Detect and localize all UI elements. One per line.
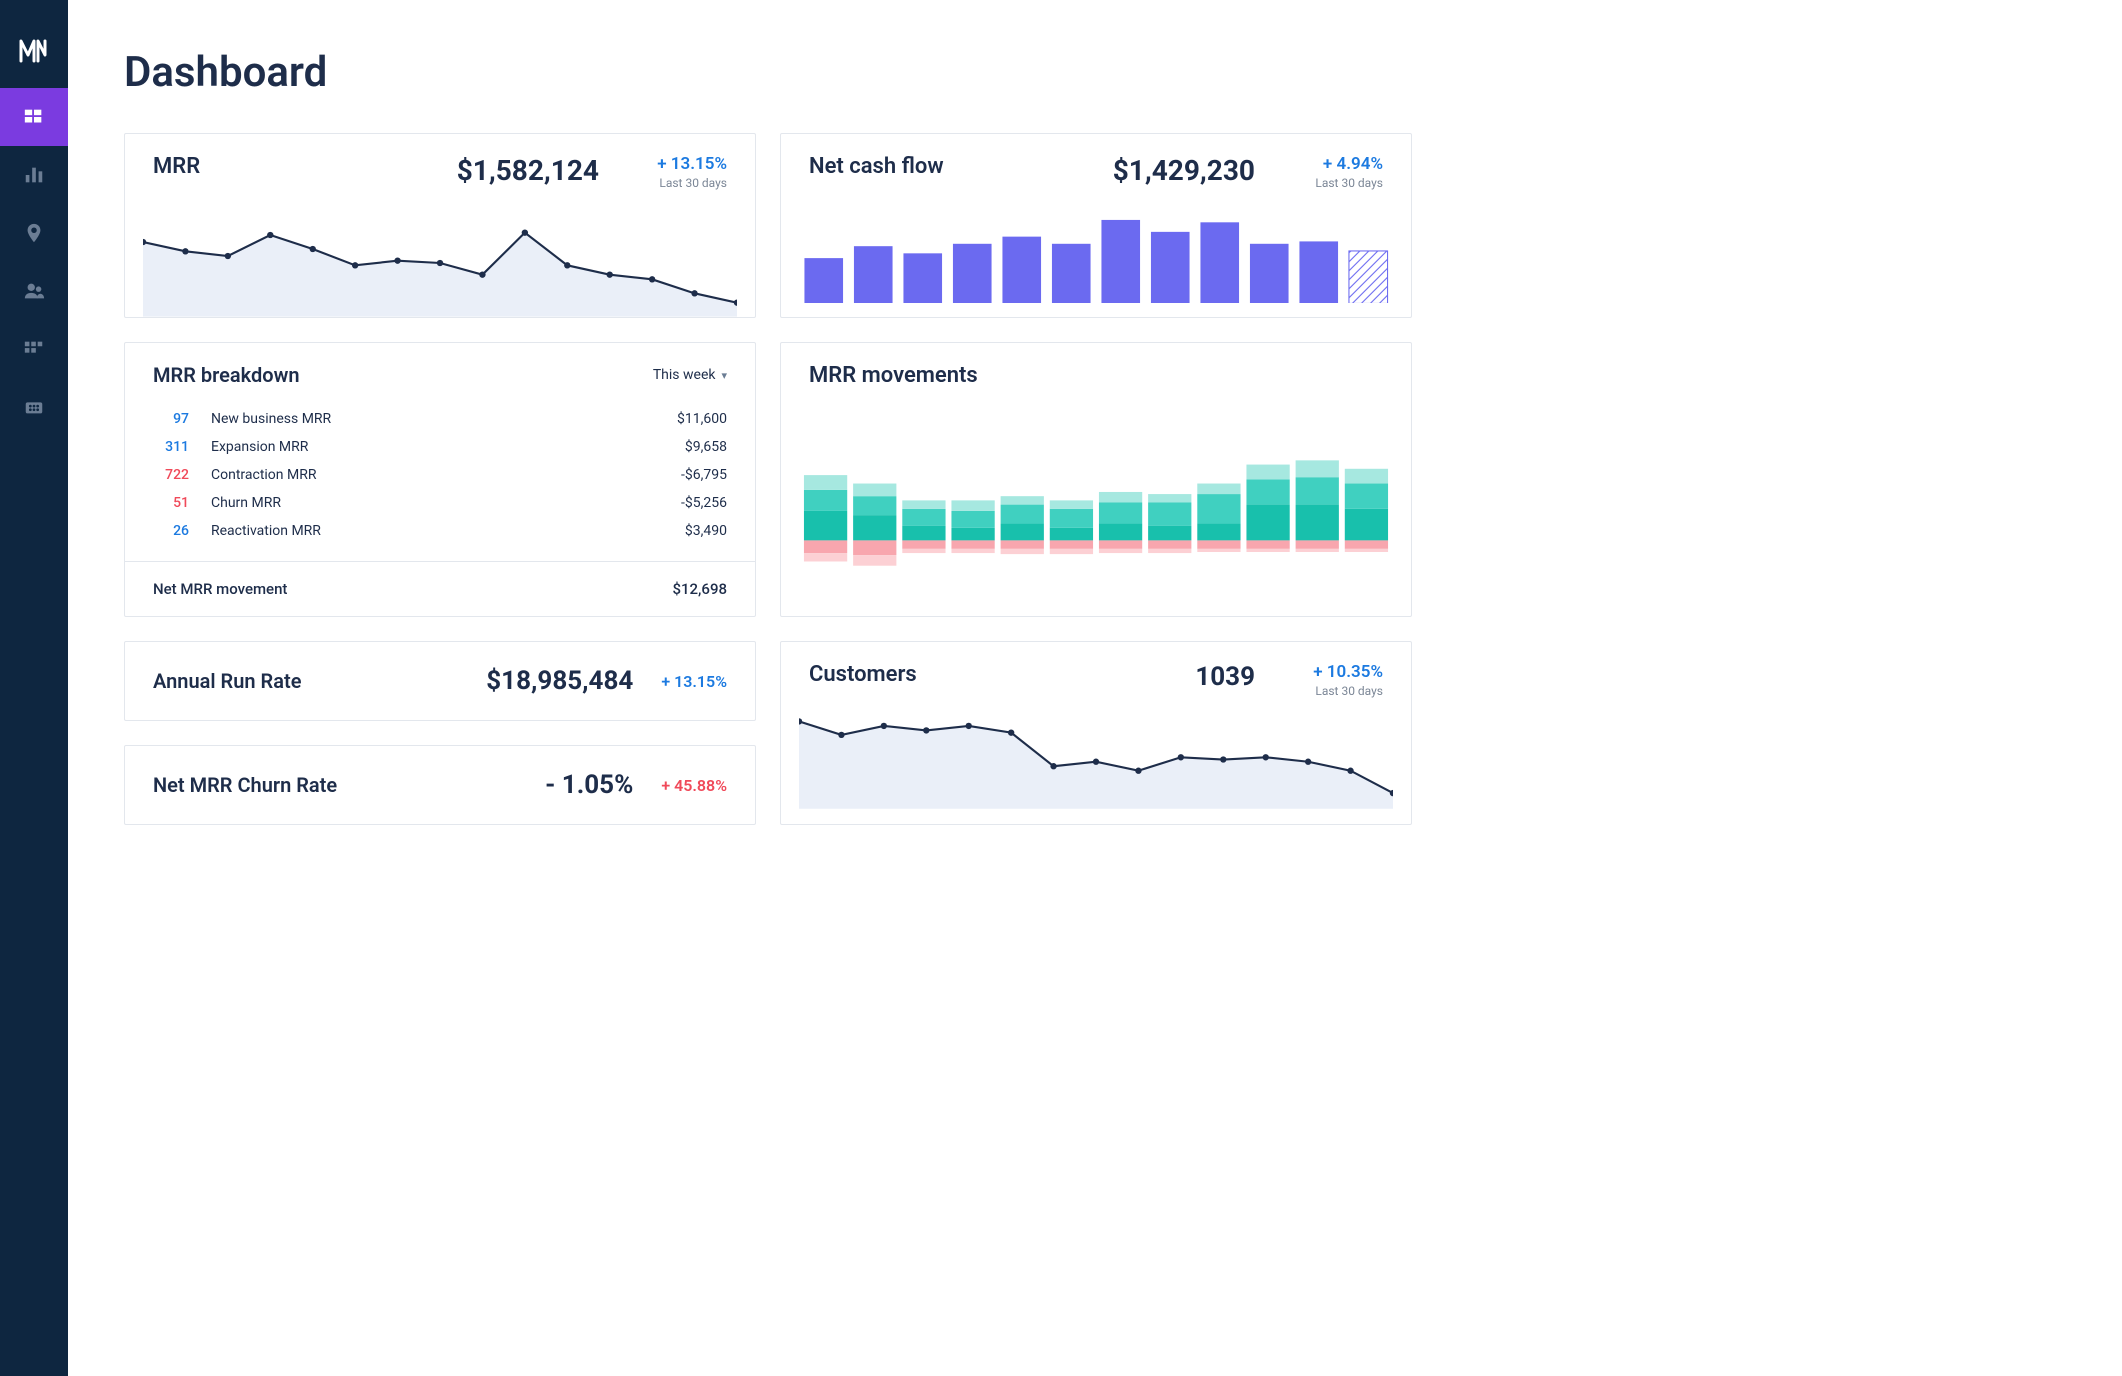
breakdown-period-label: This week	[653, 367, 716, 383]
card-arr[interactable]: Annual Run Rate $18,985,484 + 13.15%	[124, 641, 756, 721]
arr-change: + 13.15%	[661, 672, 727, 691]
card-mrr[interactable]: MRR $1,582,124 + 13.15% Last 30 days	[124, 133, 756, 318]
sidebar-item-users[interactable]	[0, 262, 68, 320]
card-churn[interactable]: Net MRR Churn Rate - 1.05% + 45.88%	[124, 745, 756, 825]
churn-change: + 45.88%	[661, 776, 727, 795]
users-icon	[23, 280, 45, 302]
breakdown-row: 311Expansion MRR$9,658	[153, 433, 727, 461]
breakdown-rows: 97New business MRR$11,600311Expansion MR…	[125, 405, 755, 561]
main: Dashboard MRR $1,582,124 + 13.15% Last 3…	[68, 0, 1468, 1376]
customers-chart	[781, 698, 1411, 809]
customers-change: + 10.35%	[1283, 662, 1383, 682]
breakdown-title: MRR breakdown	[153, 363, 300, 387]
mrr-title: MRR	[153, 154, 200, 179]
dashboard-icon	[23, 106, 45, 128]
cashflow-value: $1,429,230	[1113, 154, 1255, 187]
sidebar-item-grid[interactable]	[0, 320, 68, 378]
chevron-down-icon: ▾	[721, 369, 727, 382]
sidebar	[0, 0, 68, 1376]
breakdown-label: Contraction MRR	[211, 467, 681, 483]
churn-title: Net MRR Churn Rate	[153, 773, 545, 797]
card-customers[interactable]: Customers 1039 + 10.35% Last 30 days	[780, 641, 1412, 825]
breakdown-row: 26Reactivation MRR$3,490	[153, 517, 727, 545]
mrr-period: Last 30 days	[627, 176, 727, 190]
breakdown-amount: $9,658	[685, 439, 727, 455]
breakdown-amount: -$6,795	[681, 467, 727, 483]
cashflow-title: Net cash flow	[809, 154, 944, 179]
breakdown-count: 97	[153, 411, 211, 427]
mrr-change: + 13.15%	[627, 154, 727, 174]
breakdown-count: 51	[153, 495, 211, 511]
dots-icon	[23, 396, 45, 418]
sidebar-item-analytics[interactable]	[0, 146, 68, 204]
churn-value: - 1.05%	[545, 770, 633, 800]
breakdown-label: New business MRR	[211, 411, 677, 427]
mrr-value: $1,582,124	[457, 154, 599, 187]
breakdown-amount: $11,600	[677, 411, 727, 427]
grid-icon	[23, 338, 45, 360]
breakdown-amount: $3,490	[685, 523, 727, 539]
movements-title: MRR movements	[809, 363, 978, 388]
breakdown-footer-label: Net MRR movement	[153, 580, 287, 598]
page-title: Dashboard	[124, 48, 1412, 97]
cashflow-change: + 4.94%	[1283, 154, 1383, 174]
movements-chart	[781, 392, 1411, 593]
arr-value: $18,985,484	[486, 666, 633, 696]
sidebar-item-location[interactable]	[0, 204, 68, 262]
pin-icon	[23, 222, 45, 244]
card-breakdown: MRR breakdown This week ▾ 97New business…	[124, 342, 756, 617]
breakdown-label: Churn MRR	[211, 495, 681, 511]
breakdown-row: 97New business MRR$11,600	[153, 405, 727, 433]
card-movements[interactable]: MRR movements	[780, 342, 1412, 617]
sidebar-item-apps[interactable]	[0, 378, 68, 436]
breakdown-period-select[interactable]: This week ▾	[653, 367, 727, 383]
breakdown-count: 26	[153, 523, 211, 539]
cashflow-period: Last 30 days	[1283, 176, 1383, 190]
breakdown-row: 722Contraction MRR-$6,795	[153, 461, 727, 489]
breakdown-footer-value: $12,698	[672, 580, 727, 598]
cashflow-chart	[781, 190, 1411, 317]
logo	[0, 20, 68, 80]
mrr-chart	[125, 190, 755, 317]
customers-value: 1039	[1195, 662, 1255, 692]
bar-chart-icon	[23, 164, 45, 186]
breakdown-amount: -$5,256	[681, 495, 727, 511]
breakdown-count: 722	[153, 467, 211, 483]
card-cashflow[interactable]: Net cash flow $1,429,230 + 4.94% Last 30…	[780, 133, 1412, 318]
customers-title: Customers	[809, 662, 917, 687]
sidebar-item-dashboard[interactable]	[0, 88, 68, 146]
breakdown-label: Reactivation MRR	[211, 523, 685, 539]
arr-title: Annual Run Rate	[153, 669, 486, 693]
breakdown-count: 311	[153, 439, 211, 455]
customers-period: Last 30 days	[1283, 684, 1383, 698]
breakdown-row: 51Churn MRR-$5,256	[153, 489, 727, 517]
breakdown-label: Expansion MRR	[211, 439, 685, 455]
